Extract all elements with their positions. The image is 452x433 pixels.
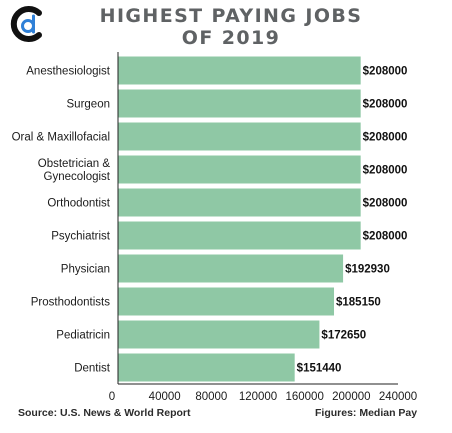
category-label-4: Orthodontist (47, 198, 110, 210)
bar-1 (118, 89, 361, 118)
value-label-9: $151440 (297, 363, 342, 375)
category-label-0: Anesthesiologist (26, 66, 111, 78)
bar-0 (118, 56, 361, 85)
bar-5 (118, 221, 361, 250)
bar-4 (118, 188, 361, 217)
source-note: Source: U.S. News & World Report (18, 407, 191, 419)
value-label-3: $208000 (363, 165, 408, 177)
value-label-7: $185150 (336, 297, 381, 309)
x-tick-label-4: 160000 (285, 391, 323, 403)
value-label-6: $192930 (345, 264, 390, 276)
category-label-9: Dentist (74, 363, 111, 375)
bar-3 (118, 155, 361, 184)
bar-2 (118, 122, 361, 151)
chart-title-line-2: OF 2019 (181, 27, 281, 49)
value-label-8: $172650 (321, 330, 366, 342)
category-label-6: Physician (61, 264, 110, 276)
value-label-5: $208000 (363, 231, 408, 243)
category-label-3-line-0: Obstetrician & (38, 158, 111, 170)
x-tick-label-2: 80000 (195, 391, 227, 403)
category-label-3-line-1: Gynecologist (44, 171, 111, 183)
category-label-2: Oral & Maxillofacial (12, 132, 110, 144)
bar-6 (118, 254, 344, 283)
value-label-2: $208000 (363, 132, 408, 144)
x-tick-label-0: 0 (109, 391, 115, 403)
figures-note: Figures: Median Pay (315, 407, 418, 419)
category-label-8: Pediatricin (56, 330, 110, 342)
x-tick-label-3: 120000 (239, 391, 277, 403)
value-label-4: $208000 (363, 198, 408, 210)
category-label-1: Surgeon (67, 99, 110, 111)
bar-9 (118, 353, 295, 382)
x-tick-label-1: 40000 (149, 391, 181, 403)
bar-7 (118, 287, 335, 316)
value-label-0: $208000 (363, 66, 408, 78)
brand-logo-icon (10, 6, 42, 42)
value-label-1: $208000 (363, 99, 408, 111)
bar-8 (118, 320, 320, 349)
category-label-5: Psychiatrist (51, 231, 111, 243)
chart-title-line-1: HIGHEST PAYING JOBS (99, 5, 363, 27)
category-label-7: Prosthodontists (31, 297, 111, 309)
x-tick-label-6: 240000 (379, 391, 417, 403)
x-tick-label-5: 200000 (332, 391, 370, 403)
